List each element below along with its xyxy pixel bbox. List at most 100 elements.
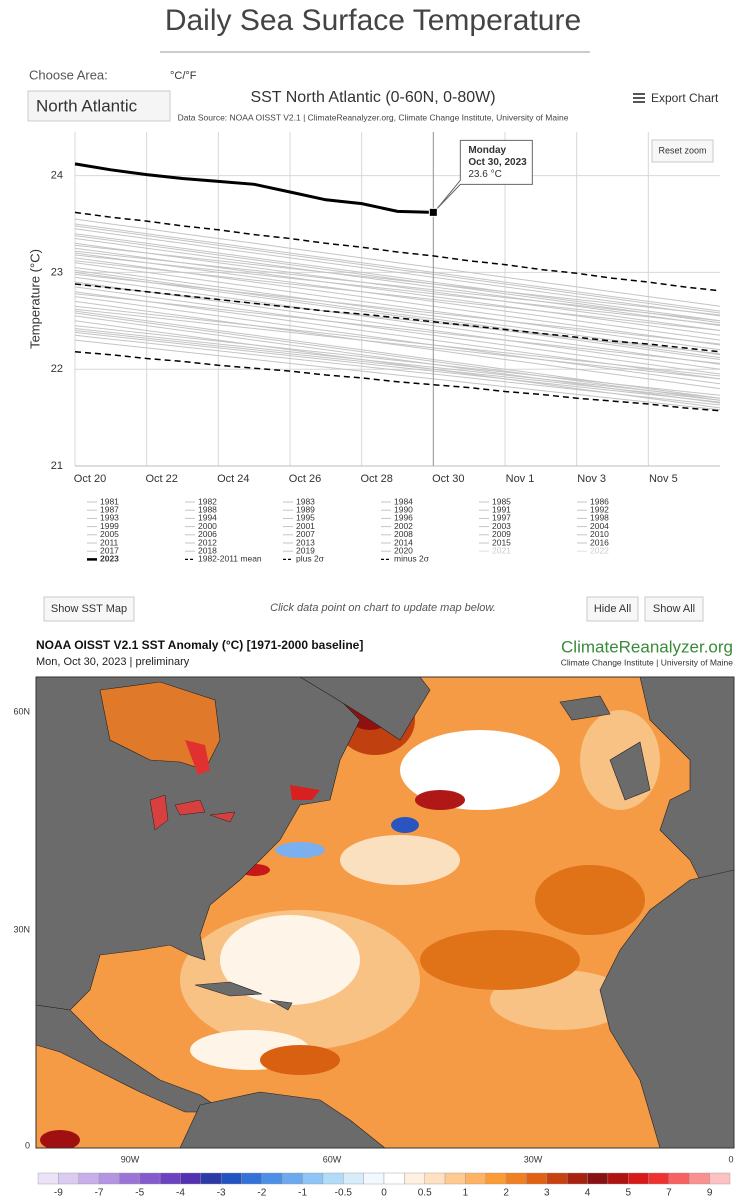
reset-zoom-label[interactable]: Reset zoom xyxy=(658,145,706,155)
legend-label[interactable]: 2003 xyxy=(492,521,511,531)
legend-item[interactable]: 2001 xyxy=(283,521,315,531)
legend-label[interactable]: 2022 xyxy=(590,545,609,555)
legend-item[interactable]: 2013 xyxy=(283,537,315,547)
button-box[interactable] xyxy=(43,596,135,622)
legend-item[interactable]: 2008 xyxy=(381,529,413,539)
legend-item[interactable]: minus 2σ xyxy=(381,554,430,564)
legend-label[interactable]: 2004 xyxy=(590,521,609,531)
legend-label[interactable]: 2001 xyxy=(296,521,315,531)
legend-label[interactable]: 1995 xyxy=(296,513,315,523)
legend-item[interactable]: 1992 xyxy=(577,504,609,514)
legend-label[interactable]: 2002 xyxy=(394,521,413,531)
legend-item[interactable]: 1991 xyxy=(479,504,511,514)
area-select[interactable]: North Atlantic xyxy=(27,90,171,122)
legend-label[interactable]: 2009 xyxy=(492,529,511,539)
legend-label[interactable]: 1982 xyxy=(198,496,217,506)
legend-label[interactable]: 1990 xyxy=(394,504,413,514)
button-box[interactable] xyxy=(586,596,639,622)
button-label[interactable]: Hide All xyxy=(594,603,631,615)
legend-label[interactable]: 1997 xyxy=(492,513,511,523)
legend-item[interactable]: 1981 xyxy=(87,496,119,506)
legend-item[interactable]: 1998 xyxy=(577,513,609,523)
unit-toggle[interactable]: °C/°F xyxy=(170,70,197,82)
legend-item[interactable]: 1987 xyxy=(87,504,119,514)
legend-item[interactable]: 2022 xyxy=(577,545,609,555)
legend-item[interactable]: 2003 xyxy=(479,521,511,531)
legend-item[interactable]: 1996 xyxy=(381,513,413,523)
legend-label[interactable]: 1996 xyxy=(394,513,413,523)
legend-label[interactable]: 2013 xyxy=(296,537,315,547)
legend-item[interactable]: 2023 xyxy=(87,554,119,564)
legend-item[interactable]: 2012 xyxy=(185,537,217,547)
hide-all-button[interactable]: Hide All xyxy=(586,596,639,622)
select-value[interactable]: North Atlantic xyxy=(36,96,138,115)
legend-label[interactable]: 1982-2011 mean xyxy=(198,554,262,564)
legend-item[interactable]: 1990 xyxy=(381,504,413,514)
legend-label[interactable]: 1993 xyxy=(100,513,119,523)
legend-item[interactable]: 2005 xyxy=(87,529,119,539)
legend-item[interactable]: 1985 xyxy=(479,496,511,506)
legend-item[interactable]: 2000 xyxy=(185,521,217,531)
legend-label[interactable]: 1983 xyxy=(296,496,315,506)
legend-label[interactable]: 2016 xyxy=(590,537,609,547)
legend-label[interactable]: 1984 xyxy=(394,496,413,506)
legend-item[interactable]: 1982 xyxy=(185,496,217,506)
reset-zoom[interactable]: Reset zoom xyxy=(651,139,714,163)
legend-label[interactable]: 2023 xyxy=(100,554,119,564)
menu-icon[interactable] xyxy=(633,93,645,103)
legend-label[interactable]: 1999 xyxy=(100,521,119,531)
legend-label[interactable]: 1992 xyxy=(590,504,609,514)
legend-item[interactable]: 2010 xyxy=(577,529,609,539)
button-box[interactable] xyxy=(644,596,704,622)
export-label[interactable]: Export Chart xyxy=(651,91,719,105)
export-menu[interactable]: Export Chart xyxy=(633,91,719,105)
legend-label[interactable]: 1994 xyxy=(198,513,217,523)
legend-label[interactable]: 1986 xyxy=(590,496,609,506)
legend-item[interactable]: 1984 xyxy=(381,496,413,506)
legend-label[interactable]: 2018 xyxy=(198,545,217,555)
legend-item[interactable]: 2016 xyxy=(577,537,609,547)
show-map-button[interactable]: Show SST Map xyxy=(43,596,135,622)
legend-item[interactable]: 1997 xyxy=(479,513,511,523)
legend-label[interactable]: 2011 xyxy=(100,537,119,547)
legend-label[interactable]: 2020 xyxy=(394,545,413,555)
legend-label[interactable]: 2005 xyxy=(100,529,119,539)
legend-label[interactable]: 2021 xyxy=(492,545,511,555)
legend-label[interactable]: 2019 xyxy=(296,545,315,555)
legend-item[interactable]: 1988 xyxy=(185,504,217,514)
legend-label[interactable]: 2012 xyxy=(198,537,217,547)
legend-label[interactable]: 1987 xyxy=(100,504,119,514)
legend-label[interactable]: 2017 xyxy=(100,545,119,555)
legend-item[interactable]: 2020 xyxy=(381,545,413,555)
legend-item[interactable]: 2014 xyxy=(381,537,413,547)
select-box[interactable] xyxy=(27,90,171,122)
legend-label[interactable]: 1991 xyxy=(492,504,511,514)
legend-item[interactable]: 2009 xyxy=(479,529,511,539)
legend-item[interactable]: 1982-2011 mean xyxy=(185,554,262,564)
legend-item[interactable]: 2017 xyxy=(87,545,119,555)
legend-item[interactable]: 2002 xyxy=(381,521,413,531)
legend-label[interactable]: 1981 xyxy=(100,496,119,506)
legend-label[interactable]: 2008 xyxy=(394,529,413,539)
legend-item[interactable]: 2007 xyxy=(283,529,315,539)
legend-label[interactable]: 2000 xyxy=(198,521,217,531)
legend-label[interactable]: 2007 xyxy=(296,529,315,539)
reset-zoom-box[interactable] xyxy=(651,139,714,163)
button-label[interactable]: Show All xyxy=(653,603,695,615)
legend-item[interactable]: 1983 xyxy=(283,496,315,506)
legend-label[interactable]: 2010 xyxy=(590,529,609,539)
legend-label[interactable]: 1989 xyxy=(296,504,315,514)
button-label[interactable]: Show SST Map xyxy=(51,603,127,615)
legend-item[interactable]: plus 2σ xyxy=(283,554,325,564)
legend-item[interactable]: 2004 xyxy=(577,521,609,531)
legend-item[interactable]: 2021 xyxy=(479,545,511,555)
legend-item[interactable]: 2006 xyxy=(185,529,217,539)
legend-label[interactable]: plus 2σ xyxy=(296,554,325,564)
legend-label[interactable]: 1988 xyxy=(198,504,217,514)
legend-item[interactable]: 2019 xyxy=(283,545,315,555)
legend-label[interactable]: minus 2σ xyxy=(394,554,430,564)
legend-item[interactable]: 1989 xyxy=(283,504,315,514)
show-all-button[interactable]: Show All xyxy=(644,596,704,622)
legend-label[interactable]: 2015 xyxy=(492,537,511,547)
legend-item[interactable]: 1993 xyxy=(87,513,119,523)
